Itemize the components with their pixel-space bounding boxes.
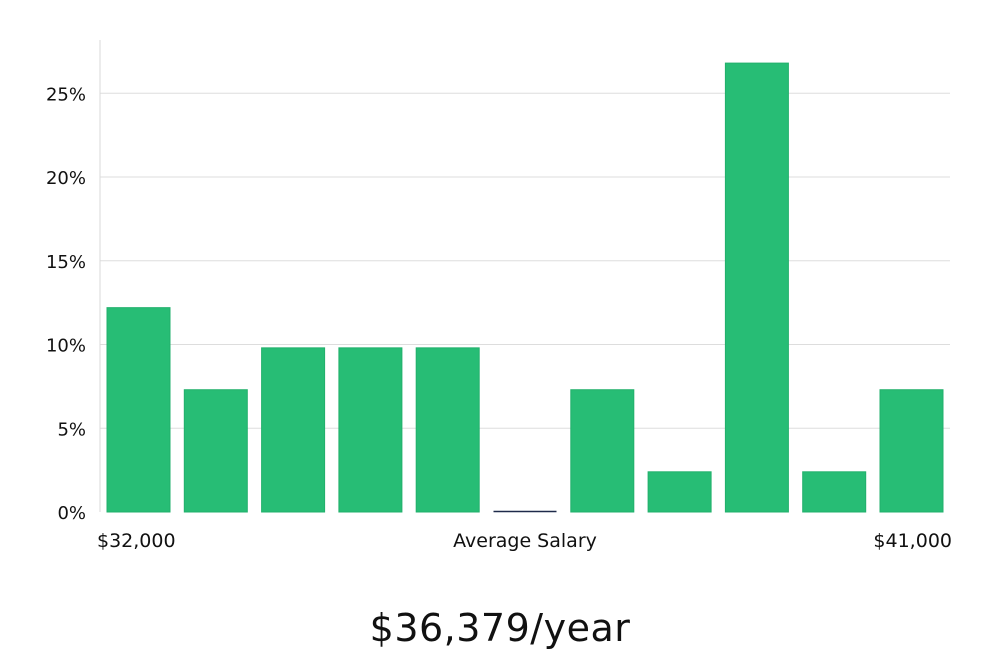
y-tick-label-0: 0% (57, 503, 86, 524)
y-tick-label-15: 15% (46, 252, 86, 273)
x-min-label: $32,000 (97, 530, 176, 552)
y-tick-label-5: 5% (57, 419, 86, 440)
gridlines (100, 92, 950, 429)
y-tick-label-10: 10% (46, 336, 86, 357)
bar-11 (879, 389, 944, 513)
bar-3 (261, 347, 326, 513)
bar-4 (338, 347, 403, 513)
bars (106, 62, 944, 513)
bar-8 (647, 471, 712, 513)
bar-10 (802, 471, 867, 513)
x-max-label: $41,000 (873, 530, 952, 552)
x-axis-title: Average Salary (453, 530, 597, 552)
bar-7 (570, 389, 635, 513)
y-tick-label-20: 20% (46, 168, 86, 189)
bar-2 (183, 389, 248, 513)
y-tick-label-25: 25% (46, 84, 86, 105)
salary-histogram: 0%5%10%15%20%25% $32,000 Average Salary … (46, 40, 952, 552)
bar-5 (415, 347, 480, 513)
average-salary-value: $36,379/year (369, 606, 631, 650)
y-tick-labels: 0% 5% 10% 15% 20% 25% (46, 84, 86, 524)
bar-1 (106, 307, 171, 513)
bar-9 (724, 62, 789, 513)
